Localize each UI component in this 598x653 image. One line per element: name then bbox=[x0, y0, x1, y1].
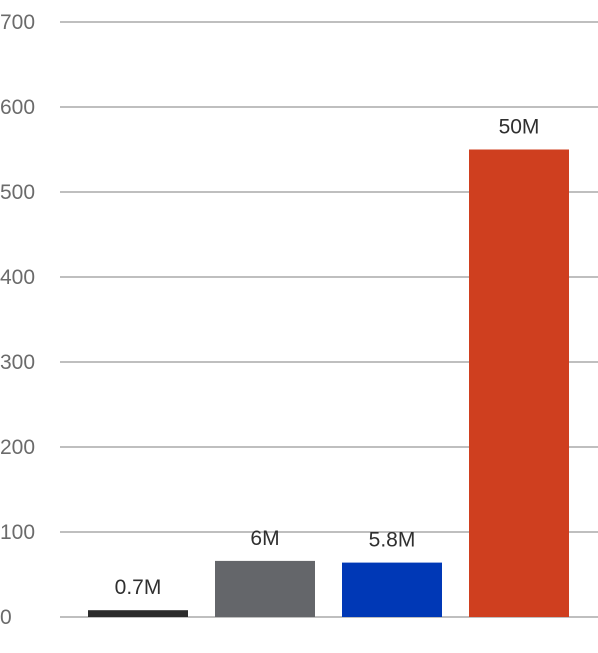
y-tick-label: 600 bbox=[0, 96, 35, 119]
bar-data-label: 0.7M bbox=[115, 576, 162, 599]
bar-data-label: 50M bbox=[499, 116, 540, 139]
y-tick-label: 700 bbox=[0, 11, 35, 34]
y-tick-label: 400 bbox=[0, 266, 35, 289]
bar-data-label: 5.8M bbox=[369, 529, 416, 552]
y-tick-label: 200 bbox=[0, 436, 35, 459]
y-tick-label: 100 bbox=[0, 521, 35, 544]
bar bbox=[88, 610, 188, 617]
y-tick-label: 500 bbox=[0, 181, 35, 204]
y-tick-label: 300 bbox=[0, 351, 35, 374]
bar-data-label: 6M bbox=[250, 527, 279, 550]
bar bbox=[342, 562, 442, 617]
bar bbox=[215, 560, 315, 617]
bar bbox=[469, 149, 569, 617]
y-tick-label: 0 bbox=[0, 606, 12, 629]
